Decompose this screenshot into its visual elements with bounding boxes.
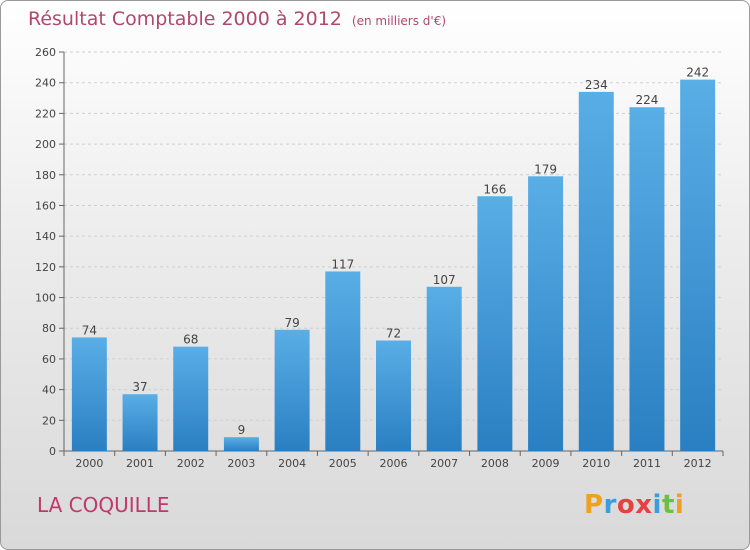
x-tick-label: 2001 xyxy=(126,457,154,470)
x-tick-label: 2003 xyxy=(227,457,255,470)
bar xyxy=(223,437,259,451)
bar xyxy=(71,337,107,451)
bar xyxy=(426,286,462,451)
x-tick-label: 2002 xyxy=(177,457,205,470)
y-tick-label: 260 xyxy=(35,46,56,59)
logo-letter: t xyxy=(661,490,675,520)
bar xyxy=(578,91,614,452)
bar-value-label: 72 xyxy=(386,327,401,341)
labels: 0 20 40 60 80 100 120 140 160 180 200 220 240 260 74 20… xyxy=(35,46,712,470)
bar xyxy=(325,271,361,451)
x-tick-label: 2007 xyxy=(430,457,458,470)
logo-letter: i xyxy=(652,490,662,520)
bar xyxy=(376,340,411,451)
bar-value-label: 179 xyxy=(534,162,557,176)
y-tick-label: 220 xyxy=(35,107,56,120)
x-tick-label: 2006 xyxy=(380,457,408,470)
y-tick-label: 120 xyxy=(35,261,56,274)
logo-letter: P xyxy=(584,490,604,520)
x-tick-label: 2011 xyxy=(633,457,661,470)
logo-letter: r xyxy=(603,490,617,520)
x-tick-label: 2004 xyxy=(278,457,306,470)
logo-letter: x xyxy=(635,490,653,520)
y-tick-label: 0 xyxy=(49,445,56,458)
x-tick-label: 2012 xyxy=(684,457,712,470)
bar-value-label: 68 xyxy=(183,333,198,347)
y-tick-label: 40 xyxy=(42,384,56,397)
y-tick-label: 20 xyxy=(42,414,56,427)
town-name: LA COQUILLE xyxy=(37,493,170,517)
bar xyxy=(274,329,310,451)
proxiti-logo[interactable]: Proxiti xyxy=(584,490,684,520)
bars xyxy=(71,79,716,452)
x-tick-label: 2008 xyxy=(481,457,509,470)
x-tick-label: 2000 xyxy=(75,457,103,470)
bar-value-label: 242 xyxy=(686,66,709,80)
bar-value-label: 166 xyxy=(483,182,506,196)
bar-value-label: 107 xyxy=(433,273,456,287)
logo-letter: i xyxy=(674,490,685,520)
y-tick-label: 200 xyxy=(35,138,56,151)
bar-value-label: 234 xyxy=(585,78,608,92)
y-tick-label: 80 xyxy=(42,322,56,335)
y-tick-label: 180 xyxy=(35,169,56,182)
chart-title: Résultat Comptable 2000 à 2012 (en millie… xyxy=(28,8,446,30)
bar xyxy=(173,346,209,451)
y-tick-label: 140 xyxy=(35,230,56,243)
chart-title-text: Résultat Comptable 2000 à 2012 xyxy=(28,8,342,30)
bar-value-label: 117 xyxy=(331,257,354,271)
bar-value-label: 37 xyxy=(132,380,147,394)
y-tick-label: 60 xyxy=(42,353,56,366)
x-tick-label: 2009 xyxy=(532,457,560,470)
chart-unit: (en milliers d'€) xyxy=(351,14,447,28)
x-tick-label: 2010 xyxy=(582,457,610,470)
bar-value-label: 79 xyxy=(284,316,299,330)
y-tick-label: 240 xyxy=(35,77,56,90)
bar-value-label: 74 xyxy=(82,323,97,337)
logo-letter: o xyxy=(616,490,636,520)
bar xyxy=(680,79,716,451)
bar xyxy=(122,394,158,451)
bar xyxy=(528,176,564,452)
bar xyxy=(629,107,665,451)
y-tick-label: 160 xyxy=(35,199,56,212)
x-tick-label: 2005 xyxy=(329,457,357,470)
y-tick-label: 100 xyxy=(35,292,56,305)
bar-value-label: 224 xyxy=(636,93,659,107)
bar xyxy=(477,196,513,451)
bar-value-label: 9 xyxy=(238,423,246,437)
